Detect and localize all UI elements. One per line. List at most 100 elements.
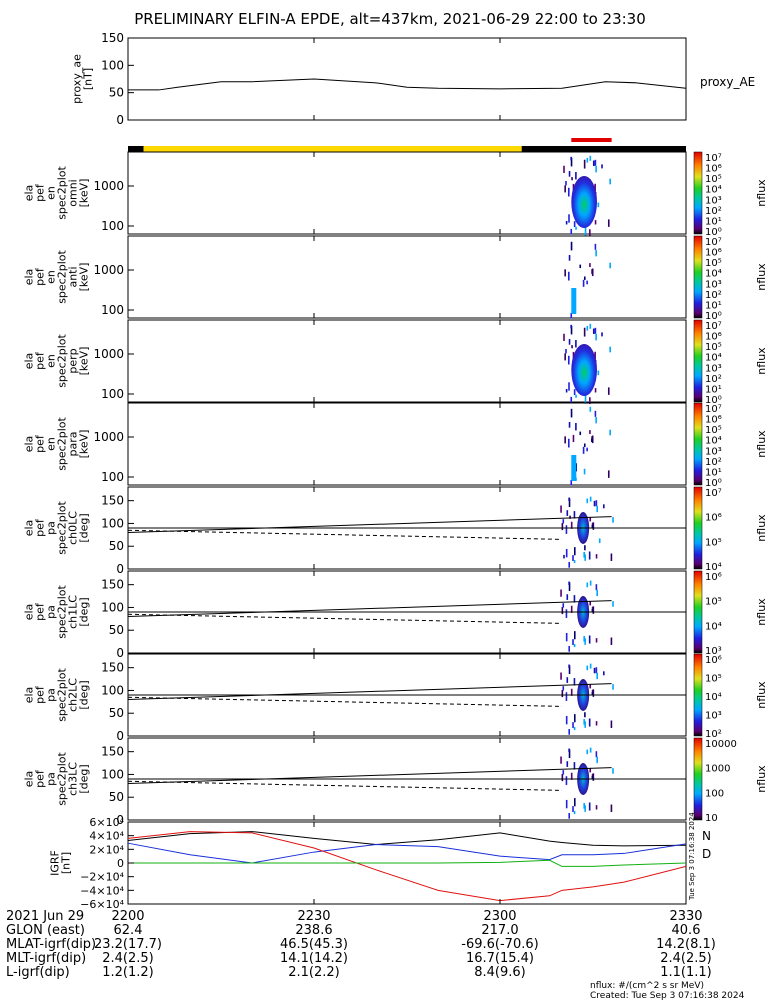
colorbar-tick-label: 10⁵ [705, 425, 722, 436]
units-note: nflux: #/(cm^2 s sr MeV) [590, 981, 704, 991]
spectrogram-pixel [572, 639, 574, 645]
glon-label: GLON (east) [6, 923, 85, 938]
y-axis-label: [deg] [78, 680, 91, 709]
spectrogram-pixel [570, 772, 573, 780]
y-axis-label: pef [34, 769, 47, 788]
spectrogram-pixel [568, 498, 571, 508]
spectrogram-pixel [562, 686, 565, 691]
colorbar-tick-label: 10⁴ [705, 692, 722, 703]
spectrogram-pixel [582, 446, 585, 454]
spectrogram-pixel [573, 221, 576, 228]
spectrogram-pixel [612, 768, 614, 774]
spectrogram-pixel [584, 721, 586, 728]
colorbar-label: nflux [755, 430, 768, 458]
y-axis-label: [keV] [78, 179, 91, 208]
spectrogram-blob [571, 288, 577, 314]
spectrogram-pixel [591, 691, 594, 696]
y-tick-label: 6×10⁴ [89, 816, 124, 829]
spectrogram-pixel [589, 768, 592, 773]
spectrogram-blob [571, 455, 577, 481]
spectrogram-pixel [583, 719, 585, 725]
spectrogram-pixel [572, 806, 574, 812]
spectrogram-pixel [572, 555, 574, 561]
spectrogram-pixel [561, 607, 564, 615]
y-axis-label: [keV] [78, 430, 91, 459]
spectrogram-pixel [589, 580, 592, 586]
spectrogram-pixel [570, 479, 573, 486]
mlat-value: -69.6(-70.6) [461, 937, 538, 952]
spectrogram-pixel [565, 548, 568, 558]
spectrogram-pixel [591, 524, 594, 529]
spectrogram-pixel [589, 517, 592, 522]
spectrogram-pixel [610, 804, 613, 812]
y-axis-label: spec2plot [56, 752, 69, 806]
spectrogram-pixel [589, 263, 591, 268]
spectrogram-pixel [592, 606, 595, 614]
spectrogram-pixel [575, 171, 577, 180]
colorbar-tick-label: 10000 [705, 739, 737, 750]
spectrogram-pixel [573, 560, 576, 564]
colorbar-tick-label: 10¹ [705, 300, 722, 311]
colorbar [693, 653, 703, 737]
spectrogram-panel-p6: 0 50 100 150 10⁶ 10⁵ 10⁴ 10³ nflux [101, 570, 768, 660]
colorbar-tick-label: 10⁶ [705, 164, 722, 175]
loss-cone-dashed [127, 780, 563, 791]
side-stamp: Tue Sep 3 07:16:38 2024 [688, 812, 696, 901]
colorbar-tick-label: 10⁴ [705, 353, 722, 364]
y-axis-label: [deg] [78, 597, 91, 626]
spectrogram-pixel [595, 554, 598, 559]
spectrogram-pixel [570, 396, 573, 403]
y-tick-label: 100 [101, 767, 124, 781]
spectrogram-pixel [589, 601, 592, 606]
spectrogram-pixel [567, 271, 570, 281]
mlat-value: 23.2(17.7) [94, 937, 162, 952]
y-tick-label: 0 [116, 729, 124, 743]
spectrogram-pixel [594, 410, 597, 417]
spectrogram-pixel [589, 496, 592, 502]
y-tick-label: 150 [101, 745, 124, 759]
y-tick-label: 2×10⁴ [89, 843, 124, 856]
spectrogram-pixel [609, 262, 611, 269]
y-tick-label: 1000 [93, 263, 124, 277]
spectrogram-pixel [568, 749, 571, 759]
spectrogram-pixel [561, 774, 564, 782]
colorbar-tick-label: 10⁴ [705, 269, 722, 280]
y-axis-label: spec2plot [56, 501, 69, 555]
colorbar-label: nflux [755, 598, 768, 626]
y-tick-label: 100 [101, 303, 124, 317]
spectrogram-pixel [598, 538, 601, 544]
spectrogram-pixel [567, 438, 570, 448]
colorbar-tick-label: 10⁰ [705, 478, 722, 489]
y-tick-label: 100 [101, 516, 124, 530]
spectrogram-pixel [563, 333, 565, 341]
lshell-value: 8.4(9.6) [474, 965, 526, 980]
glon-value: 62.4 [114, 923, 143, 938]
spectrogram-pixel [571, 177, 573, 181]
region-bar-segment [521, 146, 686, 152]
igrf-red-line [127, 831, 687, 902]
date-label: 2021 Jun 29 [6, 909, 84, 924]
panel-frame [127, 319, 687, 403]
colorbar-tick-label: 10³ [705, 446, 722, 457]
panel-frame [127, 151, 687, 235]
lshell-label: L-igrf(dip) [6, 965, 70, 980]
loss-cone-dashed [127, 696, 563, 707]
y-tick-label: 50 [109, 623, 124, 637]
y-tick-label: 100 [101, 58, 124, 72]
y-axis-label: proxy_ae [71, 54, 84, 104]
colorbar [693, 402, 703, 486]
colorbar-tick-label: 10¹ [705, 216, 722, 227]
spectrogram-pixel [575, 394, 577, 398]
created-stamp: Created: Tue Sep 3 07:16:38 2024 [590, 991, 745, 1000]
spectrogram-pixel [568, 171, 571, 177]
mlt-label: MLT-igrf(dip) [6, 951, 86, 966]
spectrogram-pixel [593, 500, 596, 507]
spectrogram-pixel [589, 155, 592, 161]
spectrogram-pixel [584, 395, 587, 404]
y-axis-label: [nT] [60, 852, 73, 874]
y-axis-label: [nT] [82, 68, 95, 90]
spectrogram-pixel [583, 159, 586, 169]
spectrogram-pixel [595, 751, 598, 758]
